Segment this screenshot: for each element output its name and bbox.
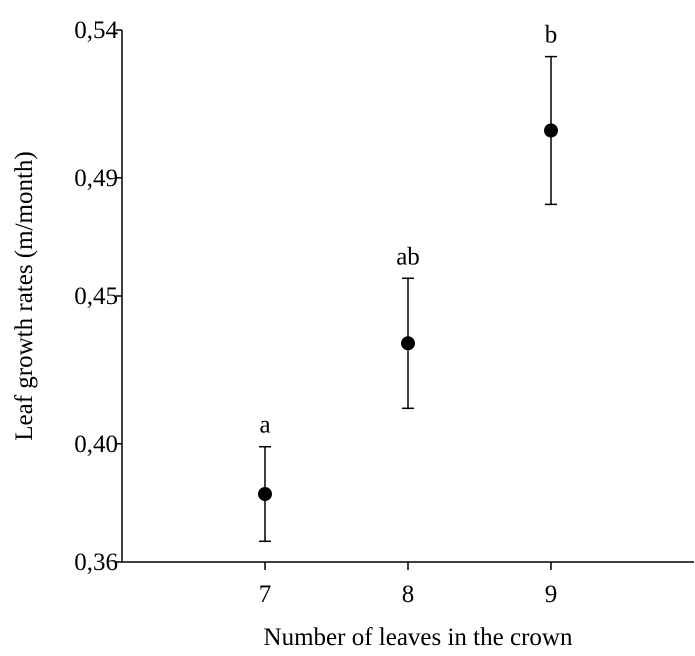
x-tick-label: 8 — [402, 581, 415, 608]
point — [401, 336, 415, 351]
y-tick-label: 0,45 — [74, 283, 118, 310]
point — [258, 487, 272, 502]
point — [544, 123, 558, 138]
x-tick-label: 9 — [545, 581, 558, 608]
y-tick-label: 0,40 — [74, 431, 118, 458]
y-tick-label: 0,36 — [74, 549, 118, 576]
point-label: b — [545, 22, 558, 49]
y-tick-label: 0,49 — [74, 165, 118, 192]
point-label: a — [259, 412, 270, 439]
x-tick-label: 7 — [259, 581, 272, 608]
x-axis-label: Number of leaves in the crown — [264, 624, 573, 651]
y-axis-label: Leaf growth rates (m/month) — [11, 151, 38, 441]
y-tick-label: 0,54 — [74, 17, 118, 44]
point-label: ab — [396, 243, 420, 270]
